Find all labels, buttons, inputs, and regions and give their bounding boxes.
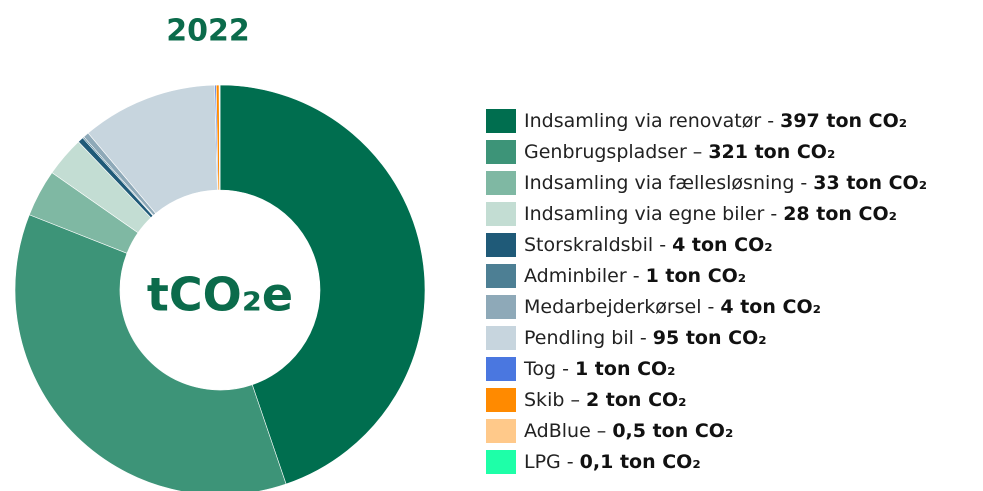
slice bbox=[219, 84, 426, 485]
legend-entry: Medarbejderkørsel - 4 ton CO₂ bbox=[524, 296, 821, 318]
legend-value: 4 ton CO₂ bbox=[720, 296, 821, 318]
legend-entry: Genbrugspladser – 321 ton CO₂ bbox=[524, 141, 835, 163]
legend-value: 1 ton CO₂ bbox=[646, 265, 747, 287]
legend-swatch bbox=[486, 202, 516, 226]
legend-entry: Storskraldsbil - 4 ton CO₂ bbox=[524, 234, 773, 256]
legend-swatch bbox=[486, 450, 516, 474]
slice bbox=[14, 214, 287, 491]
legend-label: Medarbejderkørsel - bbox=[524, 296, 714, 318]
chart-title: 2022 bbox=[166, 14, 250, 49]
legend-label: Storskraldsbil - bbox=[524, 234, 666, 256]
legend-label: Genbrugspladser – bbox=[524, 141, 702, 163]
legend-entry: LPG - 0,1 ton CO₂ bbox=[524, 451, 701, 473]
legend-swatch bbox=[486, 233, 516, 257]
legend-entry: Tog - 1 ton CO₂ bbox=[523, 358, 676, 380]
legend-entry: Indsamling via renovatør - 397 ton CO₂ bbox=[524, 110, 907, 132]
legend-entry: Indsamling via fællesløsning - 33 ton CO₂ bbox=[524, 172, 927, 194]
legend-label: Skib – bbox=[524, 389, 580, 411]
legend-swatch bbox=[486, 295, 516, 319]
center-label: tCO₂e bbox=[147, 268, 293, 322]
legend-value: 4 ton CO₂ bbox=[672, 234, 773, 256]
legend-swatch bbox=[486, 419, 516, 443]
legend-value: 0,1 ton CO₂ bbox=[580, 451, 701, 473]
legend-value: 95 ton CO₂ bbox=[653, 327, 767, 349]
legend-entry: Indsamling via egne biler - 28 ton CO₂ bbox=[524, 203, 897, 225]
legend-label: Tog - bbox=[523, 358, 569, 380]
legend-value: 33 ton CO₂ bbox=[813, 172, 927, 194]
legend-entry: AdBlue – 0,5 ton CO₂ bbox=[524, 420, 733, 442]
legend-value: 397 ton CO₂ bbox=[780, 110, 907, 132]
legend-entry: Pendling bil - 95 ton CO₂ bbox=[524, 327, 767, 349]
legend-label: Adminbiler - bbox=[524, 265, 640, 287]
legend-swatch bbox=[486, 171, 516, 195]
legend-label: Indsamling via egne biler - bbox=[524, 203, 777, 225]
legend-entry: Skib – 2 ton CO₂ bbox=[524, 389, 686, 411]
legend-swatch bbox=[486, 326, 516, 350]
legend-value: 321 ton CO₂ bbox=[708, 141, 835, 163]
legend-value: 28 ton CO₂ bbox=[783, 203, 897, 225]
legend-swatch bbox=[486, 140, 516, 164]
legend-swatch bbox=[486, 357, 516, 381]
legend-label: Pendling bil - bbox=[524, 327, 647, 349]
legend-value: 2 ton CO₂ bbox=[586, 389, 687, 411]
legend-swatch bbox=[486, 264, 516, 288]
legend-label: Indsamling via fællesløsning - bbox=[524, 172, 807, 194]
legend-label: AdBlue – bbox=[524, 420, 606, 442]
legend-swatch bbox=[486, 109, 516, 133]
legend-entry: Adminbiler - 1 ton CO₂ bbox=[524, 265, 746, 287]
legend-swatch bbox=[486, 388, 516, 412]
legend-label: LPG - bbox=[524, 451, 574, 473]
legend-value: 1 ton CO₂ bbox=[575, 358, 676, 380]
legend-value: 0,5 ton CO₂ bbox=[612, 420, 733, 442]
legend-label: Indsamling via renovatør - bbox=[524, 110, 774, 132]
